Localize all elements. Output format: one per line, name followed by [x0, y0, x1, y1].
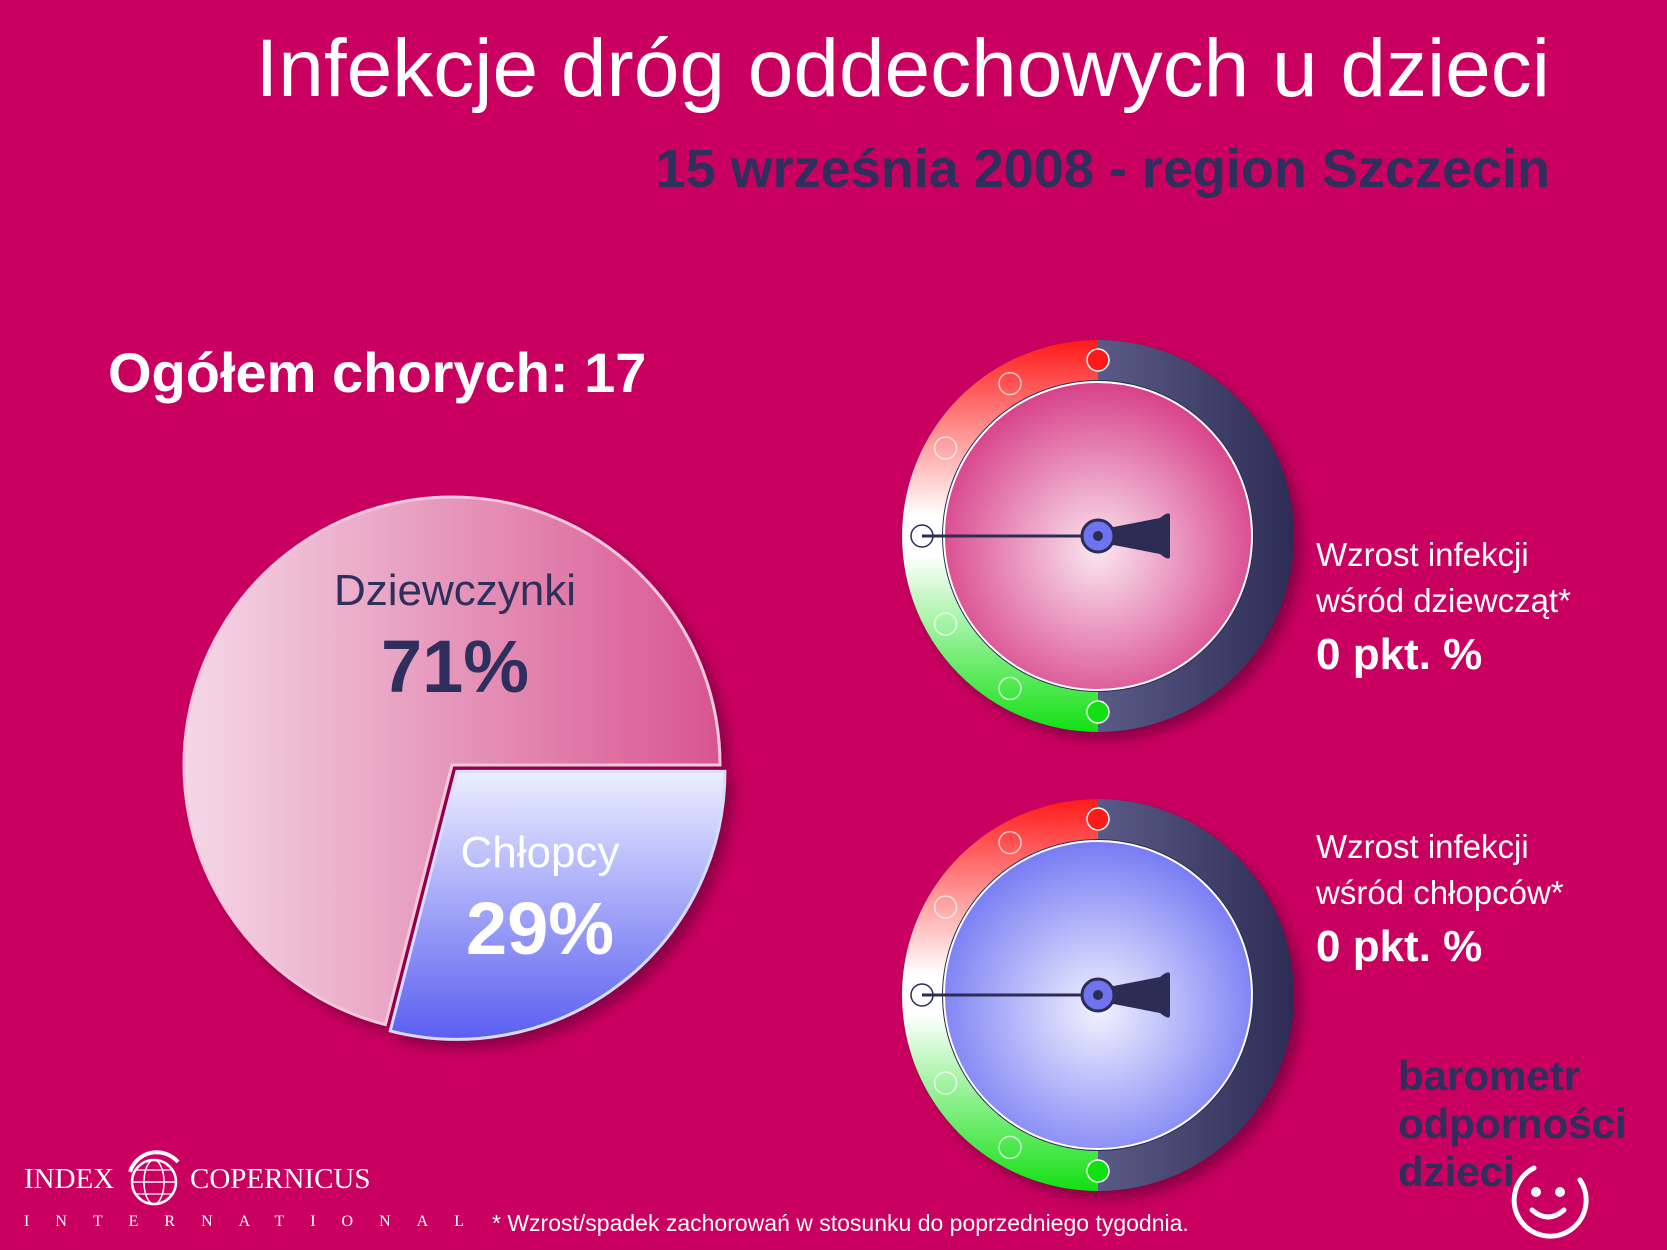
pie-slice-girls — [182, 495, 722, 1027]
brand-line1: barometr — [1398, 1052, 1581, 1099]
gauge-scale-dot — [998, 1135, 1022, 1160]
globe-icon — [128, 1150, 180, 1206]
logo-text-copernicus: COPERNICUS — [190, 1163, 371, 1195]
pie-slice-boys — [388, 769, 727, 1041]
gauge-dark-arc — [1098, 340, 1294, 732]
gauge-boys-value: 0 pkt. % — [1316, 922, 1483, 971]
page-title: Infekcje dróg oddechowych u dzieci — [255, 23, 1550, 114]
pie-chart — [182, 495, 727, 1041]
gauge-scale-dot — [1086, 348, 1110, 372]
logo-text-international: INTERNATIONAL — [24, 1213, 490, 1230]
gauge-hub-center — [1093, 531, 1103, 541]
gauge-girls-line1: Wzrost infekcji — [1316, 536, 1529, 573]
gauge-scale-dot — [933, 895, 958, 919]
gauge-scale-dot — [1086, 1159, 1110, 1183]
gauge-needle-tail — [1098, 513, 1170, 559]
gauge-girls-caption: Wzrost infekcji wśród dziewcząt* 0 pkt. … — [1316, 532, 1571, 682]
footnote: * Wzrost/spadek zachorowań w stosunku do… — [492, 1210, 1189, 1236]
gauge-scale-dot — [998, 371, 1022, 396]
gauge-girls — [902, 340, 1294, 732]
gauge-boys — [902, 799, 1294, 1191]
brand-line3: dzieci — [1398, 1148, 1515, 1195]
gauge-boys-line2: wśród chłopców* — [1316, 874, 1564, 911]
pie-value-boys: 29% — [465, 887, 615, 970]
brand-line2: odporności — [1398, 1100, 1627, 1147]
gauge-needle-tail — [1098, 972, 1170, 1018]
gauge-girls-line2: wśród dziewcząt* — [1316, 582, 1571, 619]
gauge-scale-dot — [1086, 700, 1110, 724]
brand-logo-barometr: barometr odporności dzieci — [1398, 1052, 1627, 1196]
pie-label-girls: Dziewczynki — [333, 566, 577, 615]
gauge-scale-dot — [1086, 807, 1110, 831]
gauge-boys-line1: Wzrost infekcji — [1316, 828, 1529, 865]
page-subtitle: 15 września 2008 - region Szczecin — [655, 139, 1550, 199]
gauge-dark-arc — [1098, 799, 1294, 1191]
pie-value-girls: 71% — [380, 625, 530, 708]
gauge-scale-dot — [933, 612, 958, 636]
gauge-scale-dot — [933, 1071, 958, 1095]
gauge-girls-value: 0 pkt. % — [1316, 630, 1483, 679]
gauge-hub-center — [1093, 990, 1103, 1000]
gauge-boys-caption: Wzrost infekcji wśród chłopców* 0 pkt. % — [1316, 824, 1564, 974]
logo-text-index: INDEX — [24, 1163, 115, 1195]
gauge-scale-dot — [998, 830, 1022, 855]
gauge-scale-dot — [933, 436, 958, 460]
pie-label-boys: Chłopcy — [460, 828, 620, 877]
smiley-icon — [1511, 1165, 1589, 1239]
total-sick-label: Ogółem chorych: 17 — [108, 341, 647, 404]
gauge-scale-dot — [998, 676, 1022, 701]
